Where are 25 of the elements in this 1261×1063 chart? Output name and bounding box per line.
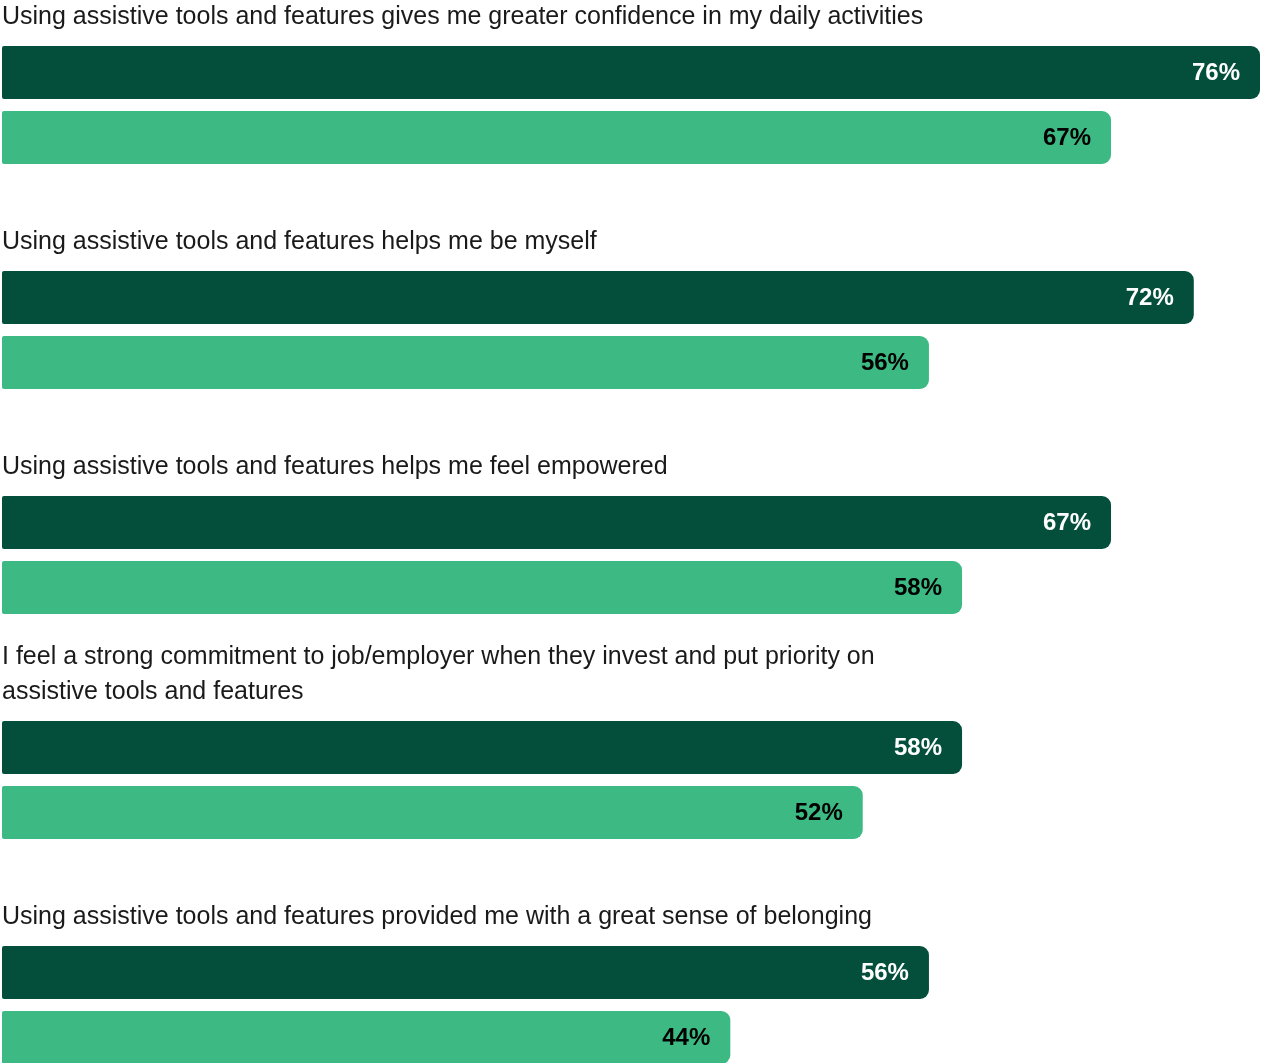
data-label: 56% xyxy=(860,348,909,376)
data-label: 44% xyxy=(662,1023,711,1051)
bar xyxy=(2,336,929,389)
bar xyxy=(2,496,1112,549)
y-tick-label: Using assistive tools and features provided me with a great sense of belonging xyxy=(2,901,872,929)
data-label: 67% xyxy=(1042,123,1092,151)
bar xyxy=(2,46,1260,99)
bar xyxy=(2,1011,731,1063)
bar xyxy=(2,786,863,839)
data-label: 52% xyxy=(794,798,843,826)
bar xyxy=(2,946,929,999)
y-tick-label: Using assistive tools and features helps me be myself xyxy=(2,226,597,254)
data-label: 58% xyxy=(894,733,943,761)
data-label: 56% xyxy=(860,958,909,986)
bar xyxy=(2,111,1112,164)
bar xyxy=(2,561,963,614)
data-label: 67% xyxy=(1042,508,1092,536)
bar xyxy=(2,271,1194,324)
bar xyxy=(2,721,963,774)
data-label: 76% xyxy=(1191,58,1240,86)
y-tick-label: Using assistive tools and features gives me greater confidence in my daily activities xyxy=(2,1,924,29)
data-label: 72% xyxy=(1125,283,1174,311)
y-tick-label: I feel a strong commitment to job/employer when they invest and put priority on assistive tools and features xyxy=(2,641,875,704)
y-tick-label: Using assistive tools and features helps me feel empowered xyxy=(2,451,668,479)
data-label: 58% xyxy=(894,573,943,601)
